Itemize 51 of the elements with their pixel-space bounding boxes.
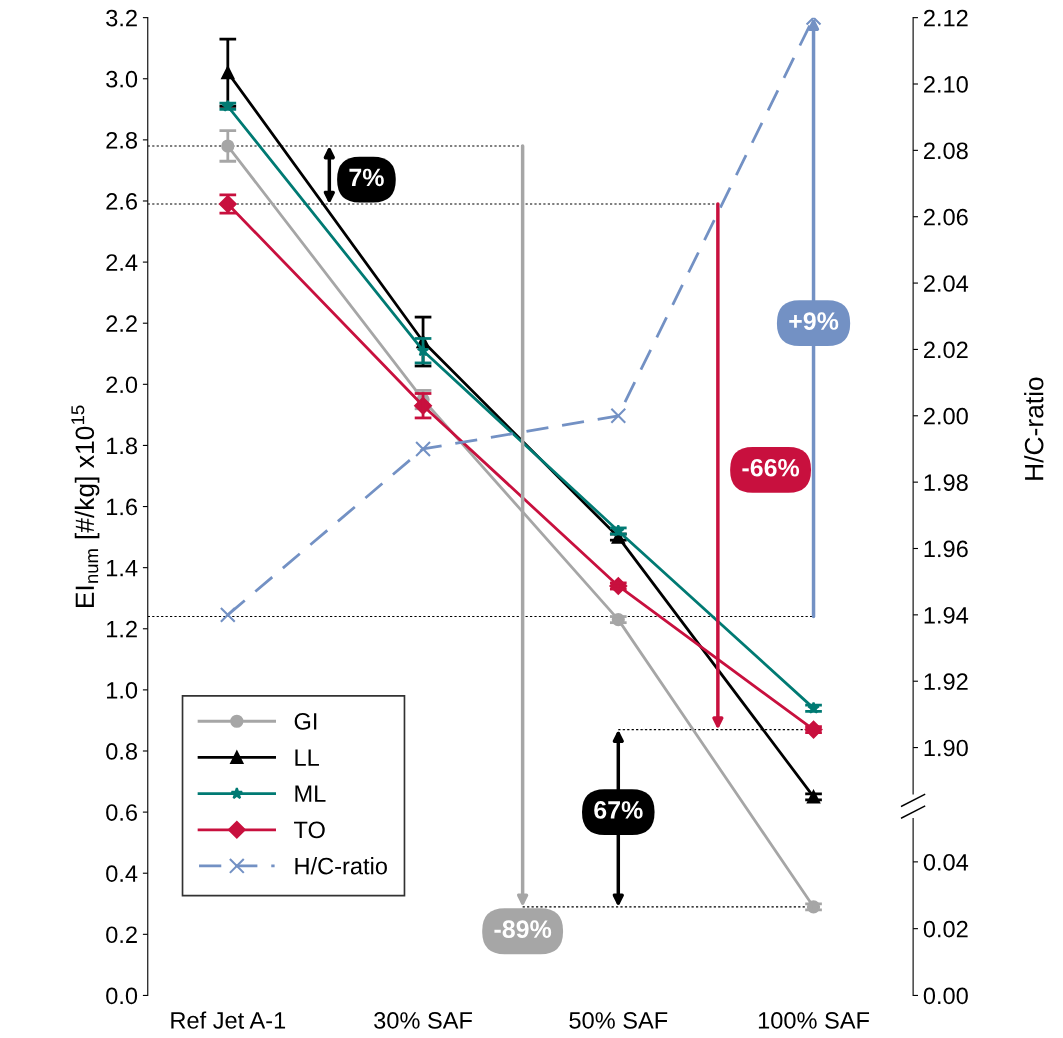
- legend-label: TO: [294, 821, 325, 839]
- legend-label: ML: [295, 785, 326, 802]
- x-tick-label: 100% SAF: [758, 1012, 870, 1029]
- y2-tick-label: 1.94: [924, 606, 969, 624]
- x-tick-label: 30% SAF: [374, 1012, 472, 1029]
- y-axis-title: EI$_{num}$ [#/kg] x10$^{15}$: [71, 405, 100, 608]
- point: [219, 606, 236, 623]
- legend-label: LL: [295, 749, 319, 766]
- y2-tick-label: 2.12: [924, 9, 968, 27]
- y-tick-label: 2.8: [106, 131, 138, 149]
- y-tick-label: 0.6: [106, 804, 137, 821]
- y-tick-label: 3.2: [106, 9, 137, 27]
- y2-tick-label: 2.06: [924, 208, 968, 226]
- y-tick-label: 1.4: [107, 559, 138, 577]
- y-tick-label: 2.4: [106, 254, 138, 271]
- y2-tick-label: 1.96: [924, 540, 968, 558]
- x-tick-label: Ref Jet A-1: [171, 1011, 286, 1029]
- annotation: 67%: [594, 801, 643, 819]
- y-tick-label: 0.2: [106, 926, 137, 944]
- y2-axis-title: H/C-ratio: [1024, 377, 1044, 480]
- y-tick-label: 3.0: [106, 70, 138, 88]
- y-tick-label: 0.4: [106, 865, 138, 883]
- y-tick-label: 2.6: [106, 193, 137, 210]
- y3-tick-label: 0.04: [923, 853, 969, 871]
- annotation: +9%: [789, 312, 839, 330]
- y2-tick-label: 2.10: [924, 76, 968, 93]
- y3-tick-label: 0.00: [923, 987, 968, 1005]
- annotation: -89%: [494, 920, 552, 938]
- y-tick-label: 2.0: [106, 376, 138, 394]
- y2-tick-label: 2.00: [924, 407, 968, 425]
- y-tick-label: 2.2: [106, 315, 137, 332]
- y-tick-label: 0.0: [106, 987, 138, 1005]
- y3-tick-label: 0.02: [923, 920, 968, 938]
- y-tick-label: 0.8: [106, 743, 138, 760]
- annotation: -66%: [742, 458, 800, 477]
- y2-tick-label: 1.90: [924, 739, 968, 757]
- y-tick-label: 1.2: [107, 620, 137, 638]
- y-tick-label: 1.0: [107, 681, 138, 699]
- x-tick-label: 50% SAF: [569, 1012, 668, 1029]
- legend-label: GI: [294, 713, 317, 730]
- y-tick-label: 1.6: [107, 498, 137, 516]
- y2-tick-label: 1.98: [924, 474, 968, 491]
- y2-tick-label: 2.08: [924, 142, 968, 160]
- y2-tick-label: 2.02: [924, 341, 968, 359]
- point: [610, 407, 627, 424]
- y2-tick-label: 2.04: [924, 275, 969, 292]
- point: [415, 440, 432, 457]
- annotation: 7%: [349, 168, 384, 187]
- y-tick-label: 1.8: [107, 437, 138, 455]
- y2-tick-label: 1.92: [924, 673, 968, 690]
- legend-label: H/C-ratio: [295, 857, 387, 875]
